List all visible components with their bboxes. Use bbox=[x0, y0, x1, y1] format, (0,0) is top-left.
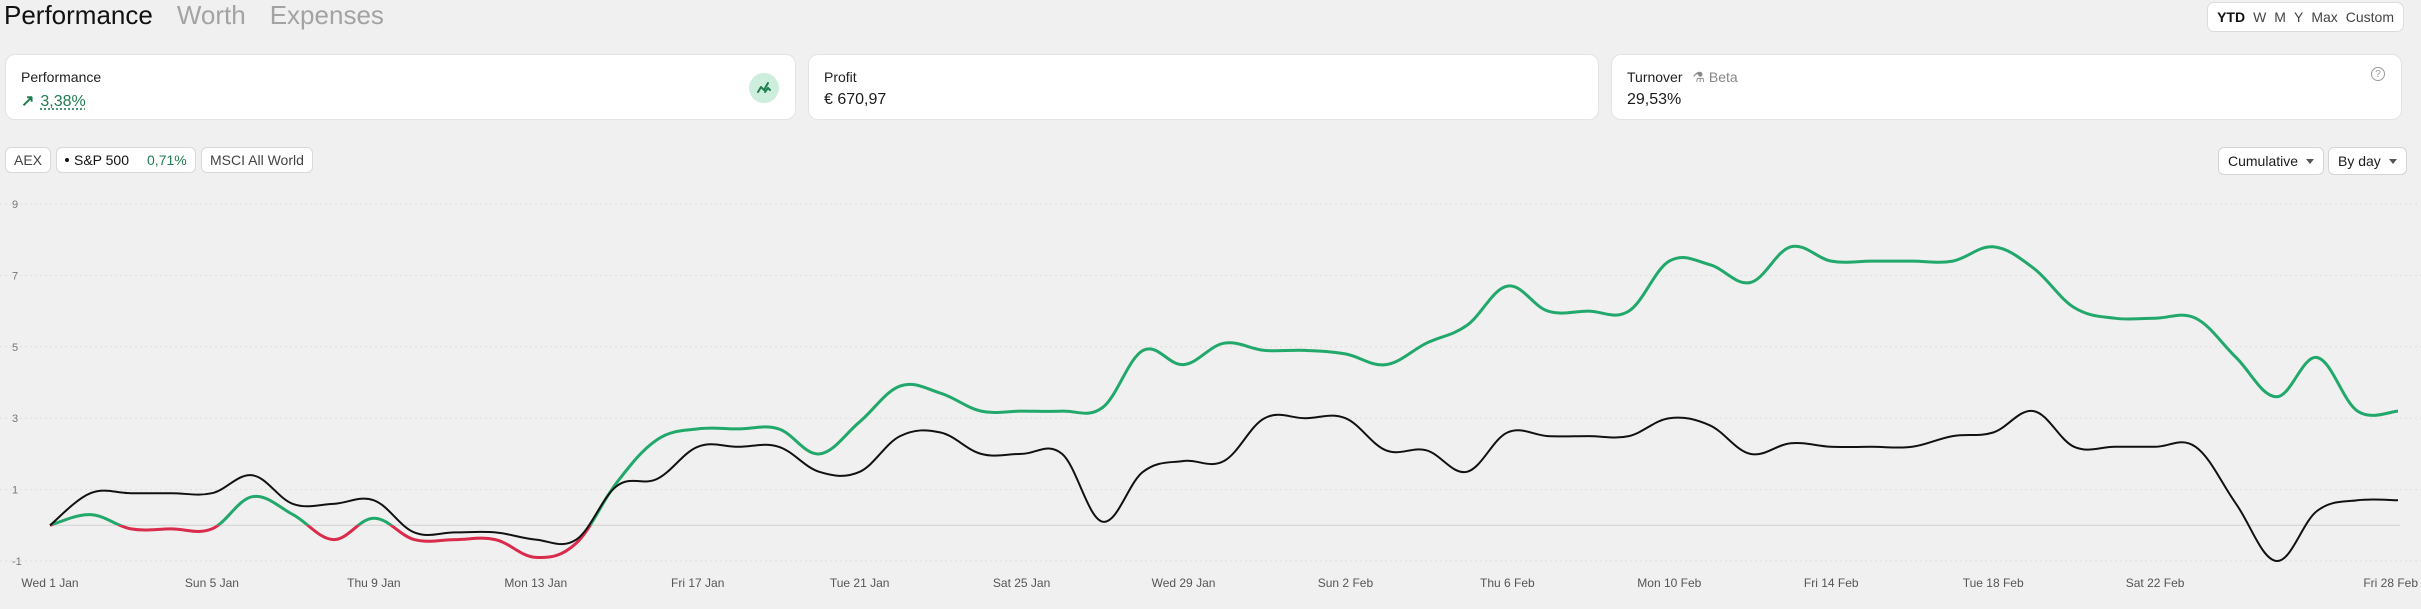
trend-chart-icon[interactable] bbox=[749, 73, 779, 103]
performance-card: Performance ↗ 3,38% bbox=[5, 54, 796, 120]
performance-title: Performance bbox=[21, 69, 102, 85]
tab-performance[interactable]: Performance bbox=[4, 0, 153, 30]
portfolio-series-line-negative bbox=[49, 525, 592, 560]
x-tick-label: Fri 14 Feb bbox=[1804, 576, 1859, 590]
performance-value: 3,38% bbox=[40, 93, 86, 110]
benchmark-msci-label: MSCI All World bbox=[210, 152, 304, 168]
x-tick-label: Sun 2 Feb bbox=[1318, 576, 1374, 590]
chevron-down-icon bbox=[2306, 158, 2315, 164]
benchmark-aex-chip[interactable]: AEX bbox=[5, 147, 52, 173]
profit-card: Profit € 670,97 bbox=[808, 54, 1599, 120]
chart-grid bbox=[0, 203, 2421, 562]
arrow-up-right-icon: ↗ bbox=[21, 93, 35, 110]
range-year-button[interactable]: Y bbox=[2293, 9, 2304, 25]
portfolio-series-line-positive bbox=[49, 244, 2399, 526]
turnover-title-row: Turnover ⚗ Beta bbox=[1627, 69, 1738, 86]
x-tick-label: Wed 29 Jan bbox=[1152, 576, 1216, 590]
y-tick-label: 3 bbox=[12, 413, 18, 425]
profit-value: € 670,97 bbox=[824, 91, 887, 108]
x-axis: Wed 1 Jan Sun 5 Jan Thu 9 Jan Mon 13 Jan Fri… bbox=[21, 576, 2418, 590]
x-tick-label: Sun 5 Jan bbox=[185, 576, 239, 590]
benchmark-msci-chip[interactable]: MSCI All World bbox=[201, 147, 313, 173]
y-tick-label: 7 bbox=[12, 270, 18, 282]
benchmark-sp500-value: 0,71% bbox=[147, 152, 187, 168]
granularity-select-value: By day bbox=[2338, 153, 2381, 169]
performance-chart: 9 7 5 3 1 -1 Wed 1 Jan Sun 5 Jan Thu 9 Jan Mon 1… bbox=[0, 199, 2421, 590]
performance-value-wrap[interactable]: ↗ 3,38% bbox=[21, 91, 86, 111]
tab-expenses[interactable]: Expenses bbox=[269, 0, 384, 30]
benchmark-aex-label: AEX bbox=[14, 152, 43, 168]
help-icon[interactable]: ? bbox=[2371, 67, 2385, 81]
y-tick-label: 1 bbox=[12, 485, 18, 497]
profit-title: Profit bbox=[824, 69, 857, 85]
mode-select-value: Cumulative bbox=[2228, 153, 2299, 169]
benchmark-sp500-chip[interactable]: S&P 500 0,71% bbox=[56, 147, 196, 173]
y-tick-label: 5 bbox=[12, 342, 18, 354]
x-tick-label: Thu 9 Jan bbox=[347, 576, 400, 590]
x-tick-label: Fri 28 Feb bbox=[2363, 576, 2418, 590]
y-tick-label: -1 bbox=[12, 556, 22, 568]
chart-series bbox=[49, 244, 2399, 563]
x-tick-label: Tue 21 Jan bbox=[830, 576, 890, 590]
x-tick-label: Tue 18 Feb bbox=[1963, 576, 2024, 590]
x-tick-label: Mon 10 Feb bbox=[1637, 576, 1701, 590]
range-max-button[interactable]: Max bbox=[2311, 9, 2338, 25]
x-tick-label: Sat 22 Feb bbox=[2126, 576, 2185, 590]
flask-icon: ⚗ bbox=[1692, 69, 1705, 85]
range-ytd-button[interactable]: YTD bbox=[2217, 9, 2246, 25]
y-axis: 9 7 5 3 1 -1 bbox=[12, 199, 22, 568]
mode-select[interactable]: Cumulative bbox=[2218, 147, 2325, 175]
turnover-title: Turnover bbox=[1627, 69, 1683, 85]
time-range-selector: YTD W M Y Max Custom bbox=[2207, 2, 2404, 32]
x-tick-label: Sat 25 Jan bbox=[993, 576, 1050, 590]
range-custom-button[interactable]: Custom bbox=[2345, 9, 2394, 25]
x-tick-label: Wed 1 Jan bbox=[21, 576, 78, 590]
x-tick-label: Fri 17 Jan bbox=[671, 576, 724, 590]
turnover-card: Turnover ⚗ Beta 29,53% ? bbox=[1611, 54, 2402, 120]
turnover-value: 29,53% bbox=[1627, 91, 1682, 108]
granularity-select[interactable]: By day bbox=[2328, 147, 2407, 175]
range-week-button[interactable]: W bbox=[2253, 9, 2267, 25]
x-tick-label: Mon 13 Jan bbox=[504, 576, 567, 590]
x-tick-label: Thu 6 Feb bbox=[1480, 576, 1535, 590]
beta-label: Beta bbox=[1708, 69, 1738, 85]
beta-label-wrap: ⚗ Beta bbox=[1692, 69, 1737, 85]
range-month-button[interactable]: M bbox=[2274, 9, 2286, 25]
benchmark-series-line bbox=[49, 410, 2399, 563]
series-dot-icon bbox=[65, 158, 69, 162]
tab-worth[interactable]: Worth bbox=[176, 0, 246, 30]
benchmark-sp500-label: S&P 500 bbox=[74, 152, 130, 168]
y-tick-label: 9 bbox=[12, 199, 18, 211]
section-tabs: Performance Worth Expenses bbox=[4, 0, 384, 31]
chevron-down-icon bbox=[2388, 158, 2397, 164]
